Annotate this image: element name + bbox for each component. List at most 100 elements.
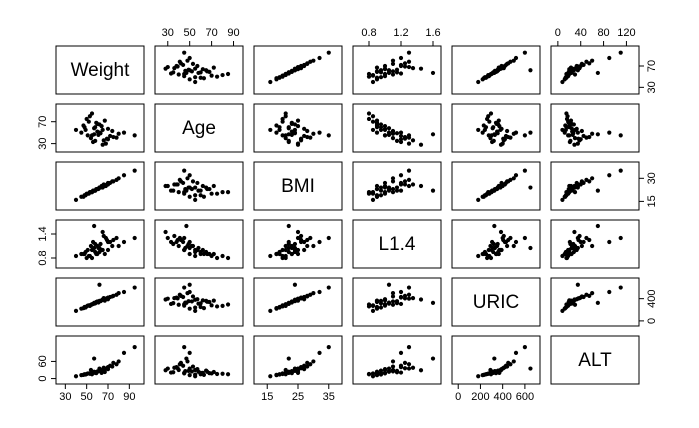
point (168, 239, 174, 245)
point (198, 193, 203, 198)
y-tick-label: 0.8 (37, 250, 49, 265)
panel (352, 277, 442, 327)
point (492, 245, 497, 251)
point (366, 116, 372, 122)
point (302, 239, 307, 245)
point (198, 70, 203, 75)
point (95, 299, 100, 304)
point (398, 173, 404, 178)
point (522, 345, 527, 350)
point (476, 253, 481, 259)
point (503, 133, 509, 139)
point (560, 79, 565, 85)
point (193, 185, 198, 190)
point (181, 363, 186, 368)
panel (253, 335, 343, 385)
point (370, 114, 376, 119)
point (595, 132, 600, 137)
point (201, 306, 207, 311)
point (280, 116, 285, 122)
point (481, 251, 486, 257)
point (498, 183, 504, 189)
point (574, 126, 579, 131)
point (302, 126, 307, 131)
point (81, 372, 86, 377)
point (317, 130, 322, 135)
point (584, 59, 589, 64)
point (492, 223, 497, 229)
point (100, 183, 105, 189)
point (398, 180, 404, 186)
point (104, 237, 110, 243)
point (187, 373, 192, 378)
point (590, 58, 595, 63)
point (508, 135, 513, 140)
point (274, 76, 279, 81)
point (406, 183, 412, 189)
point (286, 249, 291, 255)
point (308, 235, 313, 241)
point (390, 179, 396, 184)
panel (451, 335, 541, 385)
point (185, 176, 190, 181)
point (101, 233, 106, 239)
point (406, 345, 412, 350)
point (121, 173, 127, 178)
point (505, 61, 510, 66)
point (175, 237, 180, 243)
point (205, 186, 210, 192)
point (508, 362, 513, 367)
panel (154, 219, 244, 269)
point (386, 68, 392, 73)
point (198, 249, 203, 255)
point (114, 362, 119, 367)
point (184, 70, 189, 76)
point (590, 131, 595, 136)
point (110, 128, 115, 134)
point (187, 289, 192, 295)
point (283, 255, 288, 261)
point (575, 141, 580, 146)
point (569, 121, 574, 126)
point (564, 255, 569, 261)
point (177, 177, 182, 182)
point (181, 239, 186, 245)
point (182, 50, 187, 55)
panel (55, 277, 145, 327)
point (283, 302, 288, 307)
x-tick-label: 50 (184, 27, 196, 39)
point (492, 132, 497, 137)
point (283, 243, 288, 249)
point (378, 75, 384, 80)
point (528, 366, 533, 371)
point (374, 183, 380, 189)
x-tick-label: 70 (102, 391, 114, 403)
point (398, 71, 404, 76)
point (490, 239, 495, 245)
point (165, 235, 170, 241)
point (193, 305, 198, 310)
point (394, 299, 400, 304)
point (382, 367, 388, 372)
point (563, 194, 568, 199)
point (201, 372, 207, 377)
panel (451, 277, 541, 327)
panel (352, 335, 442, 385)
point (374, 186, 380, 192)
point (410, 182, 416, 187)
point (295, 229, 301, 235)
point (386, 300, 392, 305)
point (505, 364, 510, 369)
point (298, 366, 304, 371)
panel (154, 103, 244, 153)
point (390, 299, 396, 304)
point (93, 125, 98, 130)
point (575, 185, 580, 190)
point (286, 245, 291, 251)
point (195, 63, 200, 69)
point (88, 243, 94, 249)
point (214, 304, 220, 309)
point (398, 301, 404, 307)
point (490, 139, 495, 145)
point (370, 119, 376, 124)
